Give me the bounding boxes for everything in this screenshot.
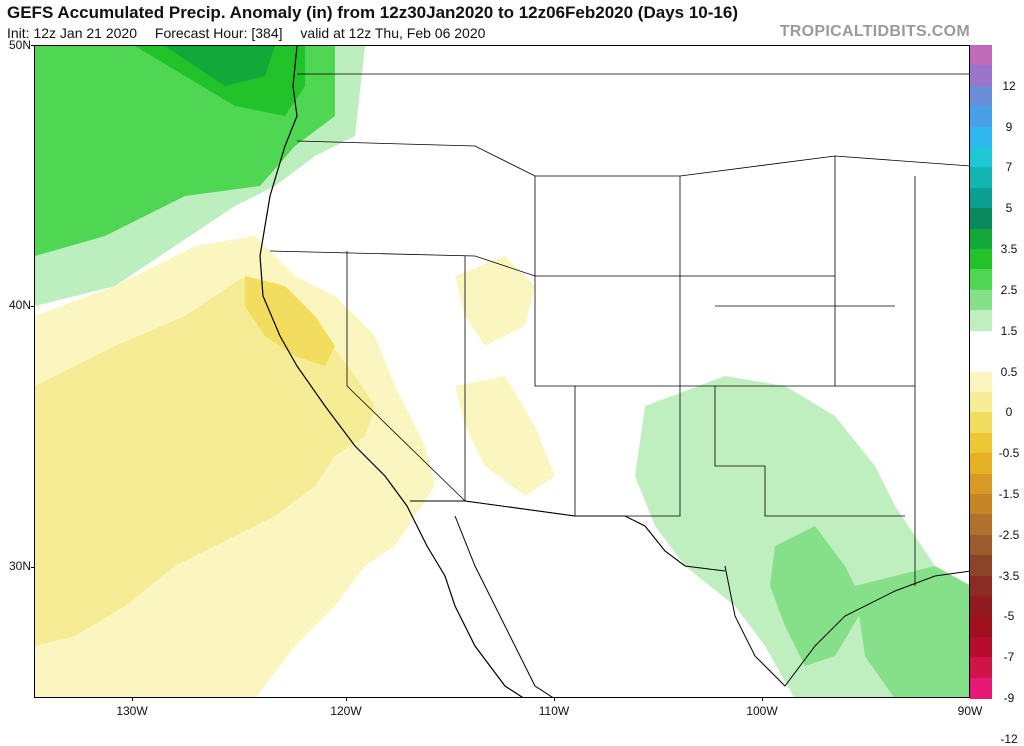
baja-coastline xyxy=(454,515,553,697)
colorbar-swatch xyxy=(970,269,992,291)
colorbar-label: -0.5 xyxy=(998,446,1020,461)
colorbar-swatch xyxy=(970,351,992,373)
lon-label-130w: 130W xyxy=(116,704,148,718)
colorbar-swatch xyxy=(970,167,992,189)
gulf-coastline xyxy=(724,565,969,687)
colorbar-label: -9 xyxy=(1003,691,1015,705)
lon-label-100w: 100W xyxy=(746,704,778,718)
lon-tick xyxy=(346,698,347,701)
lon-label-110w: 110W xyxy=(538,704,570,718)
colorbar-label: 3.5 xyxy=(1000,242,1018,257)
colorbar-swatch xyxy=(970,534,992,556)
subtitle: Init: 12z Jan 21 2020 Forecast Hour: [38… xyxy=(7,25,499,41)
yellow-anomaly-interior-1 xyxy=(455,256,535,346)
green-anomaly-northwest-dark xyxy=(165,46,275,86)
colorbar-swatch xyxy=(970,371,992,393)
west-coastline xyxy=(259,46,524,697)
lat-tick xyxy=(31,45,34,46)
colorbar-swatch xyxy=(970,391,992,413)
yellow-anomaly-california xyxy=(35,276,375,646)
map-panel xyxy=(34,45,970,698)
colorbar-swatch xyxy=(970,595,992,617)
lat-label-40n: 40N xyxy=(8,298,31,312)
lat-label-30n: 30N xyxy=(8,559,31,573)
colorbar-swatch xyxy=(970,310,992,332)
colorbar-swatch xyxy=(970,432,992,454)
colorbar-label: 5 xyxy=(1005,201,1013,216)
colorbar-swatch xyxy=(970,85,992,107)
colorbar-label: 1.5 xyxy=(1000,323,1018,338)
colorbar-swatch xyxy=(970,147,992,169)
colorbar-label: 12 xyxy=(1002,78,1016,93)
lat-tick xyxy=(31,306,34,307)
lon-tick xyxy=(762,698,763,701)
colorbar-label: -7 xyxy=(1003,650,1015,665)
colorbar-swatch xyxy=(970,330,992,352)
forecast-hour: Forecast Hour: [384] xyxy=(154,25,283,41)
green-anomaly-texas xyxy=(770,526,865,666)
colorbar-swatch xyxy=(970,493,992,515)
colorbar-swatch xyxy=(970,616,992,638)
lon-tick xyxy=(132,698,133,701)
colorbar-swatch xyxy=(970,677,992,699)
yellow-anomaly-california-max xyxy=(245,276,335,366)
colorbar-label: -2.5 xyxy=(998,527,1020,542)
colorbar-swatch xyxy=(970,45,992,66)
colorbar-swatch xyxy=(970,106,992,128)
colorbar-swatch xyxy=(970,249,992,271)
colorbar-label: 2.5 xyxy=(1000,282,1018,297)
colorbar: 12 9 7 5 3.5 2.5 1.5 0.5 0 -0.5 -1.5 -2.5 -3.5 -5 -7 -9… xyxy=(970,45,1019,746)
colorbar-swatch xyxy=(970,412,992,434)
colorbar-swatch xyxy=(970,636,992,658)
colorbar-swatch xyxy=(970,289,992,311)
yellow-anomaly-interior-2 xyxy=(455,376,555,496)
colorbar-swatch xyxy=(970,575,992,597)
colorbar-swatch xyxy=(970,187,992,209)
chart-title: GEFS Accumulated Precip. Anomaly (in) fr… xyxy=(7,3,738,22)
lat-label-50n: 50N xyxy=(8,38,31,52)
colorbar-swatch xyxy=(970,473,992,495)
colorbar-label: 0 xyxy=(1005,405,1013,420)
colorbar-label: -5 xyxy=(1003,609,1015,624)
colorbar-swatch xyxy=(970,126,992,148)
lon-tick xyxy=(554,698,555,701)
source-watermark: TROPICALTIDBITS.COM xyxy=(779,23,970,40)
lon-label-90w: 90W xyxy=(957,704,983,718)
colorbar-label: 0.5 xyxy=(1000,364,1018,379)
lat-tick xyxy=(31,567,34,568)
colorbar-swatch xyxy=(970,453,992,475)
green-anomaly-gulf xyxy=(855,566,969,697)
colorbar-swatch xyxy=(970,228,992,250)
colorbar-label: -12 xyxy=(1000,731,1018,746)
valid-time: valid at 12z Thu, Feb 06 2020 xyxy=(300,25,486,41)
colorbar-swatch xyxy=(970,65,992,87)
colorbar-swatch xyxy=(970,555,992,577)
colorbar-label: 7 xyxy=(1005,160,1013,175)
colorbar-label: -3.5 xyxy=(998,568,1020,583)
us-mexico-border xyxy=(410,500,726,572)
state-borders xyxy=(269,140,969,586)
colorbar-swatch xyxy=(970,657,992,679)
colorbar-label: -1.5 xyxy=(998,486,1020,501)
colorbar-swatch xyxy=(970,208,992,230)
colorbar-swatch xyxy=(970,514,992,536)
anomaly-map xyxy=(35,46,969,697)
lon-label-120w: 120W xyxy=(330,704,362,718)
colorbar-label: 9 xyxy=(1005,119,1013,134)
init-time: Init: 12z Jan 21 2020 xyxy=(7,25,137,41)
